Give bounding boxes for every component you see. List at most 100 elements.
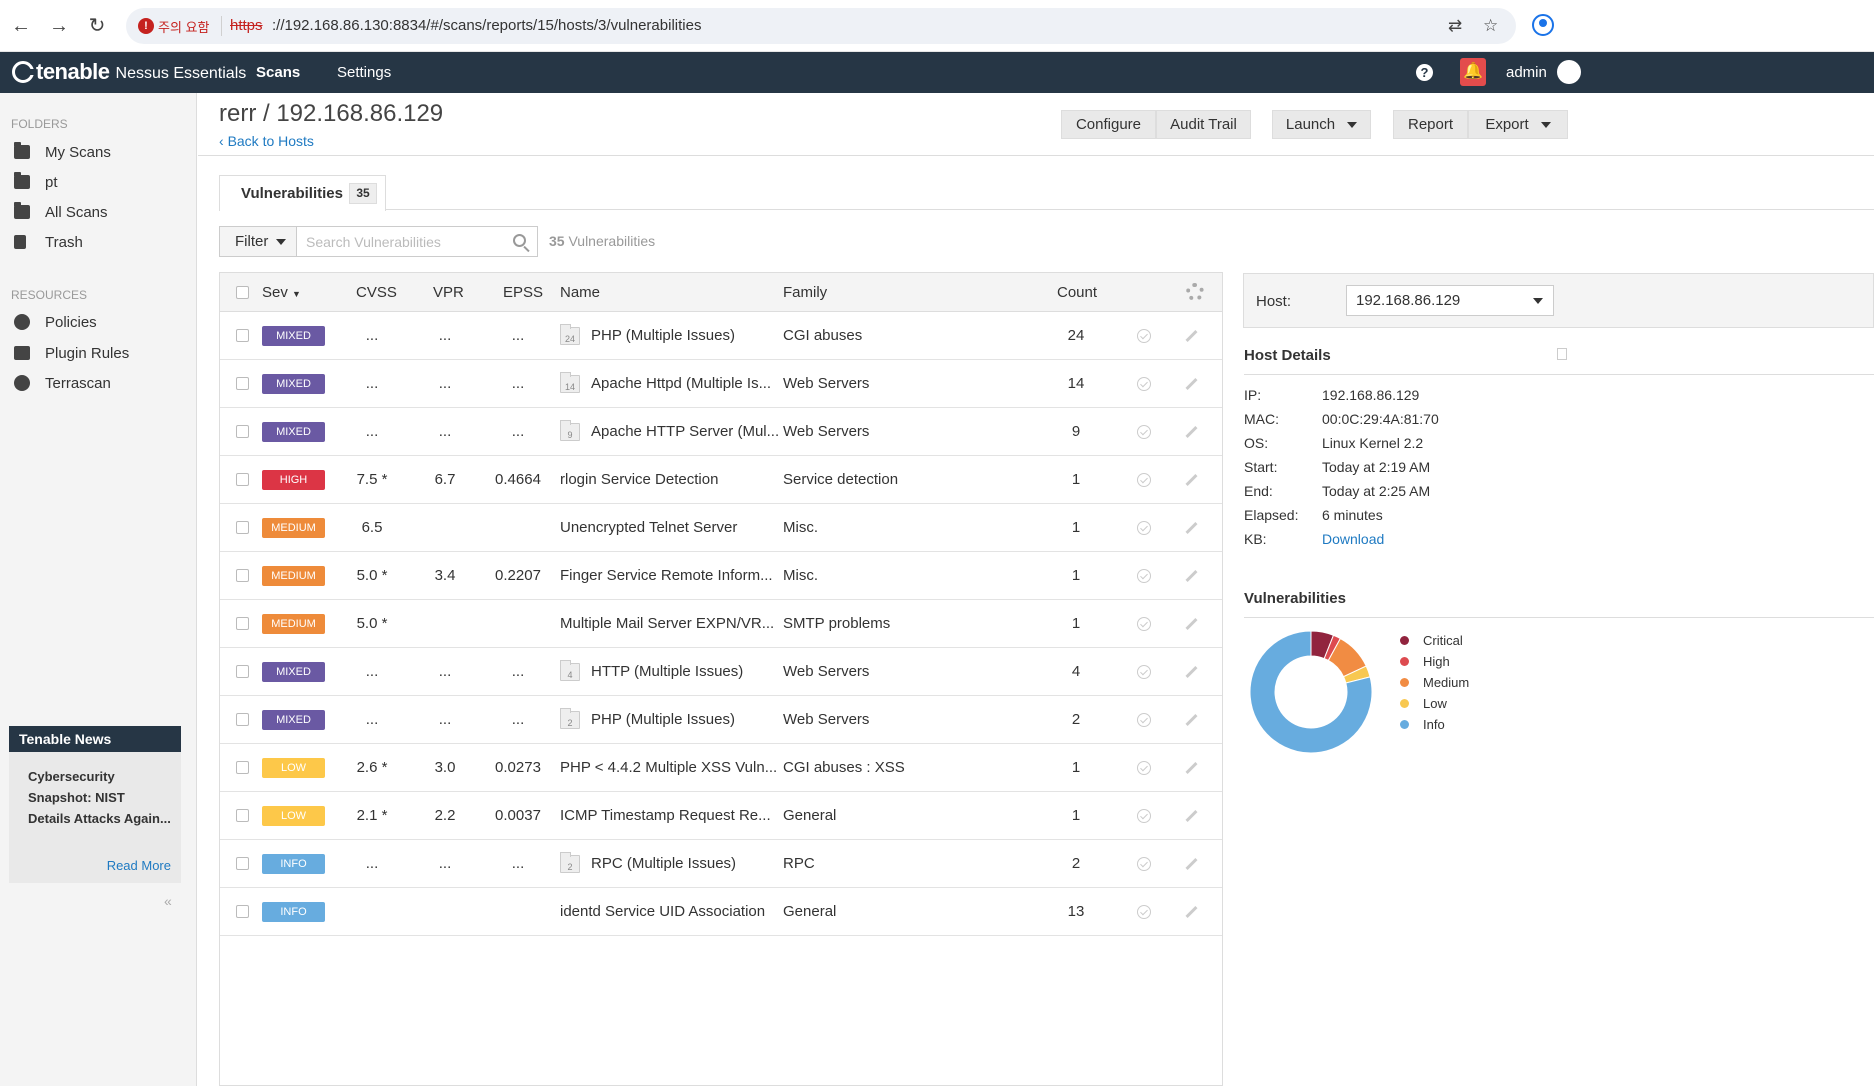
check-circle-icon[interactable]: [1137, 569, 1151, 583]
vulnerability-name[interactable]: PHP < 4.4.2 Multiple XSS Vuln...: [560, 759, 778, 776]
row-checkbox[interactable]: [236, 377, 249, 390]
check-circle-icon[interactable]: [1137, 425, 1151, 439]
security-warning[interactable]: 주의 요함: [158, 20, 210, 35]
row-checkbox[interactable]: [236, 569, 249, 582]
table-row[interactable]: LOW 2.6 * 3.0 0.0273 PHP < 4.4.2 Multiple XS…: [220, 744, 1222, 792]
back-to-hosts-link[interactable]: ‹ Back to Hosts: [219, 133, 314, 149]
row-checkbox[interactable]: [236, 761, 249, 774]
pencil-icon[interactable]: [1185, 521, 1198, 535]
address-bar[interactable]: ! 주의 요함 https ://192.168.86.130:8834/#/s…: [126, 8, 1516, 44]
select-all-checkbox[interactable]: [236, 286, 249, 299]
table-row[interactable]: LOW 2.1 * 2.2 0.0037 ICMP Timestamp Request …: [220, 792, 1222, 840]
notification-bell-icon[interactable]: 🔔: [1460, 58, 1486, 86]
tenable-logo[interactable]: tenable Nessus Essentials: [12, 58, 246, 86]
row-checkbox[interactable]: [236, 665, 249, 678]
check-circle-icon[interactable]: [1137, 761, 1151, 775]
help-icon[interactable]: ?: [1416, 64, 1433, 81]
kb-download-link[interactable]: Download: [1322, 531, 1385, 547]
tab-vulnerabilities[interactable]: Vulnerabilities 35: [219, 175, 386, 211]
sidebar-item-all-scans[interactable]: All Scans: [14, 200, 108, 224]
row-checkbox[interactable]: [236, 857, 249, 870]
vulnerability-name[interactable]: Apache Httpd (Multiple Is...: [591, 375, 772, 392]
col-name[interactable]: Name: [560, 284, 601, 301]
col-vpr[interactable]: VPR: [433, 284, 464, 301]
check-circle-icon[interactable]: [1137, 473, 1151, 487]
col-epss[interactable]: EPSS: [503, 284, 544, 301]
row-checkbox[interactable]: [236, 905, 249, 918]
vulnerability-name[interactable]: Unencrypted Telnet Server: [560, 519, 738, 536]
check-circle-icon[interactable]: [1137, 905, 1151, 919]
row-checkbox[interactable]: [236, 521, 249, 534]
check-circle-icon[interactable]: [1137, 521, 1151, 535]
sidebar-item-trash[interactable]: Trash: [14, 230, 83, 254]
pencil-icon[interactable]: [1185, 761, 1198, 775]
vulnerability-name[interactable]: RPC (Multiple Issues): [591, 855, 737, 872]
check-circle-icon[interactable]: [1137, 809, 1151, 823]
back-arrow-icon[interactable]: ←: [11, 15, 31, 37]
sidebar-item-pt[interactable]: pt: [14, 170, 58, 194]
vulnerability-name[interactable]: identd Service UID Association: [560, 903, 766, 920]
star-icon[interactable]: ☆: [1483, 16, 1499, 35]
check-circle-icon[interactable]: [1137, 329, 1151, 343]
filter-dropdown[interactable]: Filter: [219, 226, 297, 257]
col-cvss[interactable]: CVSS: [356, 284, 397, 301]
vulnerability-name[interactable]: rlogin Service Detection: [560, 471, 719, 488]
table-row[interactable]: INFO identd Service UID Association Genera…: [220, 888, 1222, 936]
user-name[interactable]: admin: [1506, 64, 1547, 81]
pencil-icon[interactable]: [1185, 809, 1198, 823]
pencil-icon[interactable]: [1185, 857, 1198, 871]
check-circle-icon[interactable]: [1137, 713, 1151, 727]
pencil-icon[interactable]: [1185, 425, 1198, 439]
check-circle-icon[interactable]: [1137, 617, 1151, 631]
pencil-icon[interactable]: [1185, 377, 1198, 391]
check-circle-icon[interactable]: [1137, 665, 1151, 679]
pencil-icon[interactable]: [1185, 713, 1198, 727]
col-count[interactable]: Count: [1057, 284, 1098, 301]
forward-arrow-icon[interactable]: →: [49, 15, 69, 37]
sidebar-item-policies[interactable]: Policies: [14, 310, 97, 334]
col-sev[interactable]: Sev ▼: [262, 284, 301, 301]
table-row[interactable]: MEDIUM 5.0 * Multiple Mail Server EXPN/VR.…: [220, 600, 1222, 648]
search-icon[interactable]: [513, 234, 526, 247]
report-button[interactable]: Report: [1393, 110, 1468, 139]
check-circle-icon[interactable]: [1137, 377, 1151, 391]
gear-icon[interactable]: [1186, 283, 1204, 301]
table-row[interactable]: MIXED......... 14 Apache Httpd (Multiple I…: [220, 360, 1222, 408]
configure-button[interactable]: Configure: [1061, 110, 1156, 139]
pencil-icon[interactable]: [1185, 617, 1198, 631]
vulnerability-name[interactable]: Apache HTTP Server (Mul...: [591, 423, 780, 440]
export-button[interactable]: Export: [1468, 110, 1568, 139]
vulnerability-name[interactable]: PHP (Multiple Issues): [591, 711, 735, 728]
reload-icon[interactable]: ↻: [88, 15, 106, 37]
table-row[interactable]: MEDIUM 6.5 Unencrypted Telnet Server Misc. 1: [220, 504, 1222, 552]
pencil-icon[interactable]: [1185, 473, 1198, 487]
table-row[interactable]: MIXED......... 9 Apache HTTP Server (Mul..…: [220, 408, 1222, 456]
nav-scans[interactable]: Scans: [256, 64, 301, 81]
col-family[interactable]: Family: [783, 284, 828, 301]
pencil-icon[interactable]: [1185, 665, 1198, 679]
row-checkbox[interactable]: [236, 473, 249, 486]
table-row[interactable]: INFO......... 2 RPC (Multiple Issues) RPC 2: [220, 840, 1222, 888]
translate-icon[interactable]: ⇄: [1448, 16, 1463, 35]
read-more-link[interactable]: Read More: [106, 858, 171, 873]
donut-slice-info[interactable]: [1249, 630, 1373, 754]
profile-icon[interactable]: [1532, 14, 1554, 36]
nav-settings[interactable]: Settings: [337, 64, 392, 81]
pencil-icon[interactable]: [1185, 569, 1198, 583]
sidebar-item-terrascan[interactable]: Terrascan: [14, 371, 111, 395]
row-checkbox[interactable]: [236, 713, 249, 726]
row-checkbox[interactable]: [236, 425, 249, 438]
vulnerability-name[interactable]: PHP (Multiple Issues): [591, 327, 735, 344]
table-row[interactable]: MIXED......... 24 PHP (Multiple Issues) CGI…: [220, 312, 1222, 360]
table-row[interactable]: MIXED......... 4 HTTP (Multiple Issues) Web…: [220, 648, 1222, 696]
vulnerability-name[interactable]: Multiple Mail Server EXPN/VR...: [560, 615, 775, 632]
table-row[interactable]: MEDIUM 5.0 * 3.4 0.2207 Finger Service Remot…: [220, 552, 1222, 600]
news-headline[interactable]: Cybersecurity Snapshot: NIST Details Att…: [28, 769, 171, 826]
vulnerability-name[interactable]: ICMP Timestamp Request Re...: [560, 807, 771, 824]
vulnerability-name[interactable]: HTTP (Multiple Issues): [591, 663, 744, 680]
check-circle-icon[interactable]: [1137, 857, 1151, 871]
pencil-icon[interactable]: [1185, 329, 1198, 343]
launch-button[interactable]: Launch: [1272, 110, 1371, 139]
collapse-sidebar-icon[interactable]: «: [164, 893, 172, 909]
table-row[interactable]: MIXED......... 2 PHP (Multiple Issues) Web …: [220, 696, 1222, 744]
